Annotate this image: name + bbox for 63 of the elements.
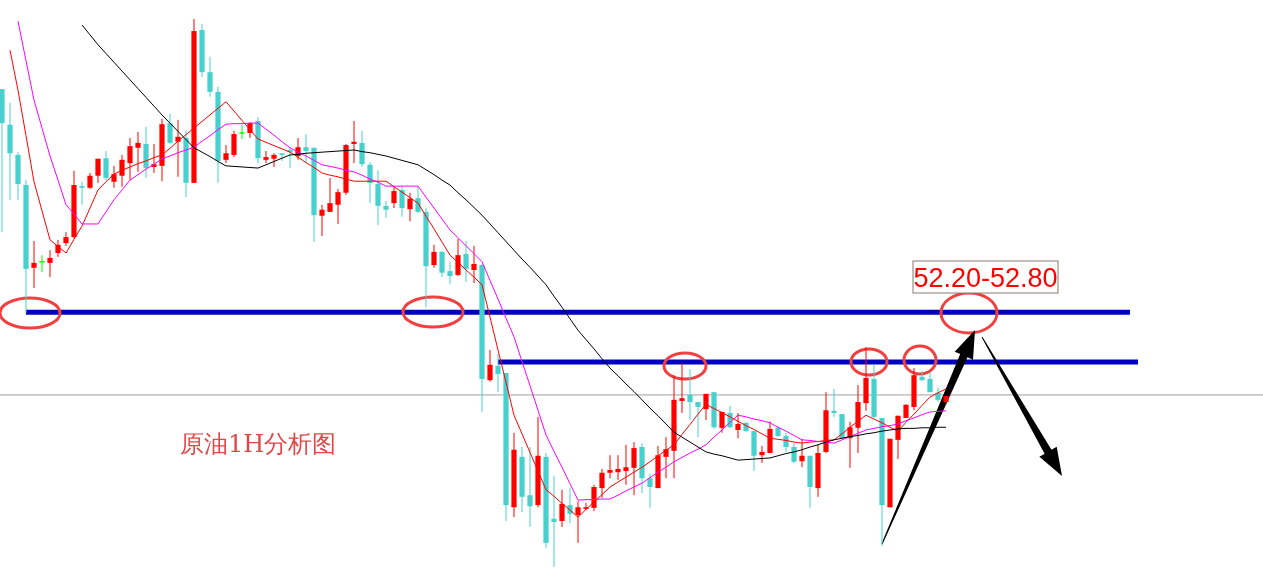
candlestick bbox=[375, 169, 381, 226]
candlestick bbox=[207, 56, 213, 98]
candlestick bbox=[463, 240, 469, 283]
candlestick bbox=[223, 144, 229, 164]
candlestick bbox=[759, 445, 765, 464]
candlestick bbox=[367, 161, 373, 204]
candlestick bbox=[631, 441, 637, 496]
candlestick bbox=[263, 150, 269, 164]
candlestick bbox=[335, 188, 341, 225]
candlestick bbox=[103, 150, 109, 181]
candlestick bbox=[359, 130, 365, 168]
annotation: 原油1H分析图 bbox=[180, 430, 337, 458]
candlestick bbox=[663, 436, 669, 479]
candlestick bbox=[79, 181, 85, 206]
candlestick bbox=[127, 137, 133, 181]
candlestick bbox=[327, 177, 333, 213]
candlestick bbox=[575, 500, 581, 544]
candlestick bbox=[599, 468, 605, 499]
candlestick bbox=[38, 254, 46, 273]
candlestick bbox=[167, 113, 173, 145]
candlestick bbox=[647, 473, 653, 509]
candlestick bbox=[591, 484, 597, 512]
candlestick bbox=[351, 120, 357, 164]
candlestick bbox=[799, 438, 805, 468]
candlestick bbox=[735, 412, 741, 439]
candlestick bbox=[95, 158, 101, 184]
candlestick bbox=[31, 240, 37, 289]
candlestick bbox=[319, 204, 325, 237]
candlestick bbox=[431, 244, 437, 269]
candlestick bbox=[407, 192, 413, 222]
candlestick bbox=[623, 444, 629, 486]
candlestick bbox=[47, 249, 53, 278]
candlestick bbox=[703, 393, 709, 421]
candlestick bbox=[439, 250, 445, 278]
candlestick bbox=[495, 353, 501, 393]
candlestick bbox=[471, 245, 477, 284]
candlestick bbox=[231, 130, 237, 158]
candlestick bbox=[695, 401, 701, 438]
candlestick bbox=[487, 349, 493, 383]
candlestick bbox=[615, 454, 621, 481]
candlestick bbox=[399, 186, 405, 218]
candlestick bbox=[719, 411, 725, 434]
candlestick bbox=[111, 165, 117, 189]
candlestick bbox=[447, 261, 453, 285]
candlestick bbox=[135, 131, 141, 173]
candlestick bbox=[551, 475, 557, 568]
candlestick bbox=[383, 200, 389, 219]
candlestick bbox=[687, 368, 693, 421]
candlestick bbox=[391, 186, 397, 209]
candlestick bbox=[559, 489, 565, 528]
candlestick bbox=[679, 362, 685, 414]
candlestick bbox=[63, 231, 69, 247]
candlestick bbox=[607, 454, 613, 479]
candlestick bbox=[831, 388, 837, 418]
candlestick bbox=[119, 154, 125, 188]
candlestick bbox=[55, 239, 61, 258]
annotation: 52.20-52.80 bbox=[913, 263, 1058, 293]
candlestick bbox=[303, 133, 309, 163]
candlestick bbox=[271, 152, 277, 168]
candlestick bbox=[238, 124, 246, 140]
candlestick bbox=[279, 152, 285, 162]
candlestick bbox=[455, 238, 461, 277]
candlestick bbox=[527, 446, 533, 528]
